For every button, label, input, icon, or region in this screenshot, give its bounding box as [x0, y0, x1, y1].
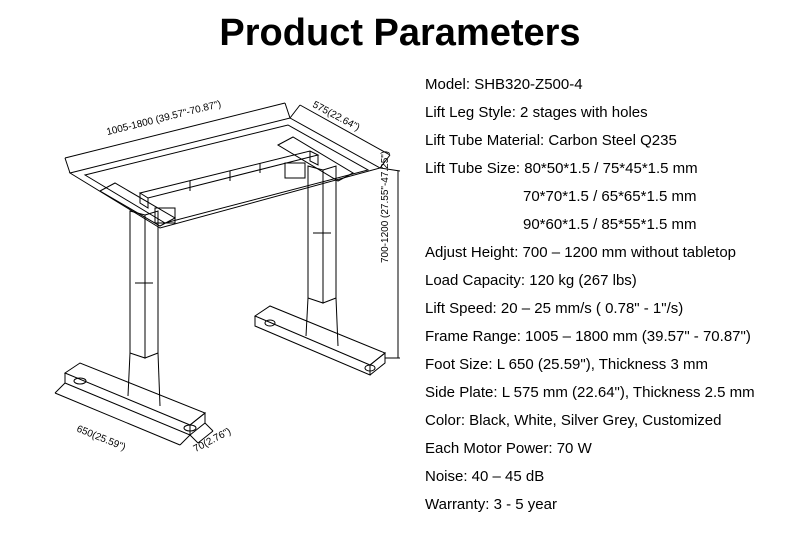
spec-lift-tube-size-1: Lift Tube Size: 80*50*1.5 / 75*45*1.5 mm: [425, 157, 790, 181]
dim-height: 700-1200 (27.55"-47.25"): [380, 151, 391, 263]
spec-color: Color: Black, White, Silver Grey, Custom…: [425, 409, 790, 433]
spec-model: Model: SHB320-Z500-4: [425, 73, 790, 97]
spec-lift-tube-size-2: 70*70*1.5 / 65*65*1.5 mm: [425, 185, 790, 209]
spec-frame-range: Frame Range: 1005 – 1800 mm (39.57" - 70…: [425, 325, 790, 349]
content-container: 1005-1800 (39.57"-70.87") 575(22.64") 70…: [0, 63, 800, 521]
spec-foot-size: Foot Size: L 650 (25.59"), Thickness 3 m…: [425, 353, 790, 377]
spec-lift-leg-style: Lift Leg Style: 2 stages with holes: [425, 101, 790, 125]
spec-lift-tube-size-3: 90*60*1.5 / 85*55*1.5 mm: [425, 213, 790, 237]
page-title: Product Parameters: [0, 0, 800, 63]
spec-load-capacity: Load Capacity: 120 kg (267 lbs): [425, 269, 790, 293]
spec-noise: Noise: 40 – 45 dB: [425, 465, 790, 489]
spec-motor-power: Each Motor Power: 70 W: [425, 437, 790, 461]
spec-lift-speed: Lift Speed: 20 – 25 mm/s ( 0.78" - 1"/s): [425, 297, 790, 321]
spec-adjust-height: Adjust Height: 700 – 1200 mm without tab…: [425, 241, 790, 265]
specs-list: Model: SHB320-Z500-4 Lift Leg Style: 2 s…: [410, 63, 790, 521]
technical-diagram: 1005-1800 (39.57"-70.87") 575(22.64") 70…: [10, 63, 410, 503]
spec-side-plate: Side Plate: L 575 mm (22.64"), Thickness…: [425, 381, 790, 405]
spec-warranty: Warranty: 3 - 5 year: [425, 493, 790, 517]
spec-lift-tube-material: Lift Tube Material: Carbon Steel Q235: [425, 129, 790, 153]
